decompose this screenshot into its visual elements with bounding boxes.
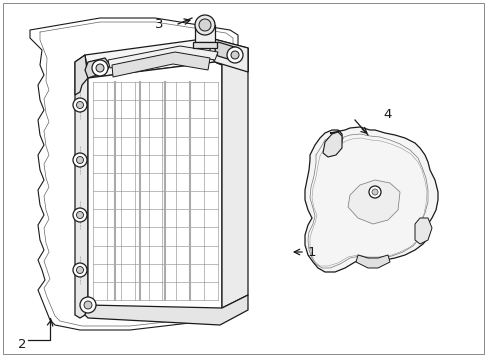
Polygon shape: [348, 180, 400, 224]
Polygon shape: [85, 295, 248, 325]
Polygon shape: [415, 218, 432, 244]
Polygon shape: [215, 42, 242, 62]
Circle shape: [76, 102, 83, 108]
Circle shape: [369, 186, 381, 198]
Circle shape: [92, 60, 108, 76]
Circle shape: [76, 157, 83, 163]
Polygon shape: [193, 42, 217, 48]
Circle shape: [73, 263, 87, 277]
Text: 1: 1: [308, 246, 317, 258]
Circle shape: [84, 301, 92, 309]
Circle shape: [195, 15, 215, 35]
Polygon shape: [305, 127, 438, 272]
Polygon shape: [356, 255, 390, 268]
Circle shape: [227, 47, 243, 63]
Polygon shape: [108, 46, 218, 68]
Polygon shape: [210, 38, 248, 72]
Polygon shape: [30, 18, 238, 330]
Circle shape: [73, 153, 87, 167]
Circle shape: [73, 208, 87, 222]
Circle shape: [80, 297, 96, 313]
Circle shape: [231, 51, 239, 59]
Circle shape: [372, 189, 378, 195]
Text: 4: 4: [383, 108, 392, 122]
Polygon shape: [75, 55, 88, 318]
Polygon shape: [112, 52, 210, 77]
Polygon shape: [75, 55, 88, 95]
Circle shape: [199, 19, 211, 31]
Text: 2: 2: [18, 338, 26, 351]
Polygon shape: [215, 48, 248, 308]
Polygon shape: [85, 58, 110, 78]
Circle shape: [76, 211, 83, 219]
Polygon shape: [88, 62, 222, 315]
Polygon shape: [85, 38, 248, 78]
Polygon shape: [323, 132, 342, 157]
Circle shape: [73, 98, 87, 112]
Circle shape: [96, 64, 104, 72]
Text: 3: 3: [154, 18, 163, 31]
Polygon shape: [195, 25, 215, 42]
Circle shape: [76, 266, 83, 274]
